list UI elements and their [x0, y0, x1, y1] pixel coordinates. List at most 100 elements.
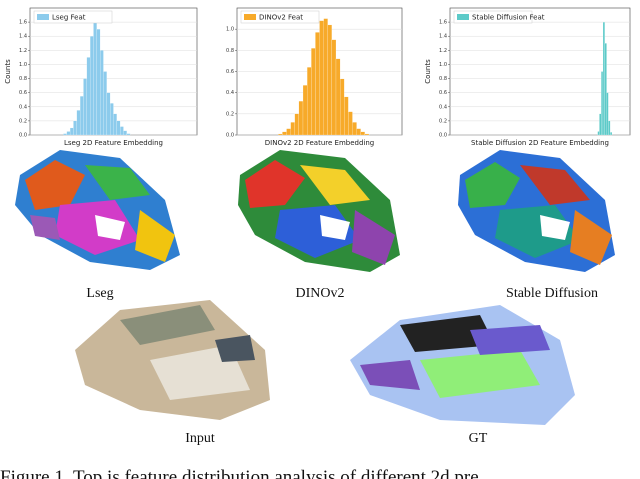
histogram-bar: [93, 11, 97, 136]
histogram-bar: [298, 101, 304, 136]
y-tick-label: 0.0: [19, 133, 27, 139]
point-cloud-lseg: [15, 150, 180, 270]
x-axis-label: DINOv2 2D Feature Embedding: [265, 139, 374, 147]
y-tick-label: 1.2: [439, 48, 447, 54]
histogram-bar: [69, 127, 74, 136]
y-tick-label: 0.2: [439, 118, 447, 124]
gt-render: [350, 305, 575, 425]
legend-label: Stable Diffusion Feat: [472, 14, 545, 22]
histogram-bar: [126, 133, 131, 136]
histogram-bar: [352, 122, 357, 136]
legend-label: Lseg Feat: [52, 14, 86, 22]
histogram-bar: [335, 58, 341, 136]
histogram-bar: [66, 131, 71, 136]
histogram-bar: [601, 71, 604, 136]
panel-label: Input: [185, 431, 215, 446]
y-tick-label: 0.8: [439, 76, 447, 82]
histogram-bar: [331, 39, 337, 136]
histogram-bar: [123, 130, 127, 136]
y-tick-label: 0.8: [226, 48, 234, 54]
histogram-bar: [311, 48, 316, 136]
y-tick-label: 1.0: [19, 62, 27, 68]
histogram-bar: [100, 50, 104, 136]
histogram-bar: [110, 103, 114, 136]
histogram-bar: [319, 20, 324, 136]
histogram-bar: [83, 78, 87, 136]
histogram-bar: [323, 18, 328, 136]
histogram-bar: [113, 113, 117, 136]
y-tick-label: 0.4: [439, 104, 447, 110]
histogram-bar: [606, 92, 609, 136]
y-tick-label: 0.6: [19, 90, 27, 96]
legend-swatch: [244, 14, 256, 20]
histogram-bar: [73, 120, 77, 136]
histogram-bar: [364, 133, 370, 136]
histogram-bar: [610, 132, 613, 136]
legend-swatch: [37, 14, 49, 20]
x-axis-label: Lseg 2D Feature Embedding: [64, 139, 163, 147]
y-tick-label: 1.0: [226, 27, 234, 33]
y-axis-label: Counts: [4, 59, 12, 84]
histogram-bar: [116, 120, 121, 136]
histogram-bar: [315, 32, 320, 136]
histogram-bar: [282, 131, 287, 136]
histogram-bar: [344, 96, 349, 136]
y-tick-label: 0.4: [19, 104, 27, 110]
histogram-bar: [290, 122, 295, 136]
histogram-bar: [604, 43, 607, 136]
input-render: [75, 300, 270, 420]
y-tick-label: 0.0: [226, 133, 234, 139]
histogram-bar: [103, 71, 107, 136]
histogram-bar: [90, 36, 94, 136]
histogram-bar: [76, 110, 81, 136]
histogram-bar: [348, 111, 353, 136]
histogram-bar: [286, 128, 291, 136]
y-tick-label: 1.2: [19, 48, 27, 54]
point-cloud-dinov2: [238, 150, 400, 272]
panel-label: Lseg: [86, 286, 113, 301]
legend-swatch: [457, 14, 469, 20]
histogram-bar: [120, 126, 124, 136]
legend-box: [33, 10, 113, 24]
histogram-bar: [307, 67, 312, 136]
y-tick-label: 0.6: [439, 90, 447, 96]
y-tick-label: 0.4: [226, 90, 234, 96]
y-tick-label: 0.6: [226, 69, 234, 75]
panel-label: GT: [469, 431, 488, 446]
legend-box: [240, 10, 320, 24]
histogram-bar: [63, 133, 67, 136]
histogram-bar: [597, 131, 600, 136]
y-tick-label: 1.6: [19, 20, 27, 26]
histogram-bar: [302, 85, 308, 136]
histogram-bar: [602, 22, 605, 136]
histogram-bar: [294, 113, 299, 136]
figure-caption: Figure 1. Top is feature distribution an…: [0, 467, 479, 479]
y-tick-label: 1.0: [439, 62, 447, 68]
point-cloud-sd: [458, 150, 615, 272]
legend-label: DINOv2 Feat: [259, 14, 303, 22]
histogram-bar: [356, 128, 361, 136]
histogram-bar: [327, 24, 332, 136]
y-tick-label: 1.6: [439, 20, 447, 26]
panel-label: DINOv2: [296, 286, 345, 301]
histogram-bar: [96, 29, 101, 136]
legend-box: [453, 10, 533, 24]
y-tick-label: 1.4: [439, 34, 447, 40]
histogram-bar: [79, 96, 84, 136]
histogram-bar: [278, 133, 283, 136]
y-tick-label: 0.0: [439, 133, 447, 139]
y-tick-label: 0.8: [19, 76, 27, 82]
histogram-bar: [599, 113, 602, 136]
y-axis-label: Counts: [424, 59, 432, 84]
y-tick-label: 1.4: [19, 34, 27, 40]
x-axis-label: Stable Diffusion 2D Feature Embedding: [471, 139, 609, 147]
histogram-bar: [106, 92, 111, 136]
histogram-bar: [340, 78, 345, 136]
histogram-bar: [86, 57, 91, 136]
histogram-bar: [608, 120, 611, 136]
histogram-bar: [360, 131, 365, 136]
panel-label: Stable Diffusion: [506, 286, 598, 301]
y-tick-label: 0.2: [226, 111, 234, 117]
y-tick-label: 0.2: [19, 118, 27, 124]
